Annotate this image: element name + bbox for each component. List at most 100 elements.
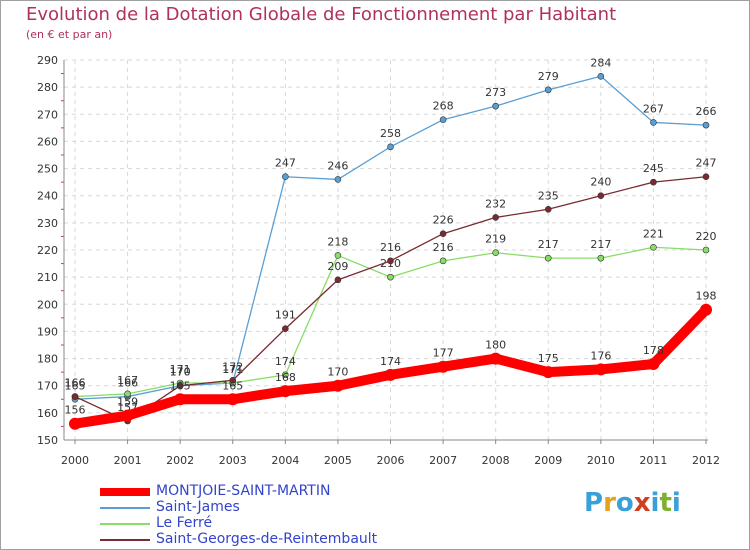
data-label: 165 bbox=[222, 379, 243, 392]
series-point-0 bbox=[279, 385, 292, 398]
legend-label: MONTJOIE-SAINT-MARTIN bbox=[156, 483, 331, 499]
data-label: 247 bbox=[696, 157, 717, 170]
data-label: 166 bbox=[65, 377, 86, 390]
data-label: 232 bbox=[485, 197, 506, 210]
series-point-1 bbox=[282, 173, 289, 181]
series-point-2 bbox=[282, 371, 289, 379]
data-label: 267 bbox=[643, 102, 664, 115]
series-point-1 bbox=[597, 72, 605, 80]
data-label: 258 bbox=[380, 127, 401, 140]
logo-letter: x bbox=[633, 488, 651, 518]
chart-subtitle: (en € et par an) bbox=[26, 28, 113, 41]
y-tick-label: 190 bbox=[37, 325, 58, 338]
data-label: 166 bbox=[65, 377, 86, 390]
data-label: 170 bbox=[327, 366, 348, 379]
y-tick-label: 250 bbox=[37, 163, 58, 176]
legend-swatch bbox=[100, 539, 150, 541]
data-label: 266 bbox=[696, 105, 717, 118]
data-label: 175 bbox=[538, 352, 559, 365]
data-label: 165 bbox=[65, 379, 86, 392]
series-point-1 bbox=[387, 143, 394, 151]
data-label: 170 bbox=[170, 366, 191, 379]
series-point-3 bbox=[229, 376, 237, 384]
data-label: 171 bbox=[170, 363, 191, 376]
data-label: 273 bbox=[485, 86, 506, 99]
series-point-0 bbox=[121, 409, 134, 422]
series-point-1 bbox=[544, 86, 552, 94]
y-tick-label: 230 bbox=[37, 217, 58, 230]
series-point-0 bbox=[384, 368, 397, 381]
data-label: 245 bbox=[643, 162, 664, 175]
x-tick-label: 2012 bbox=[692, 454, 720, 467]
series-point-3 bbox=[387, 257, 394, 265]
y-tick-label: 150 bbox=[37, 434, 58, 447]
x-tick-label: 2010 bbox=[587, 454, 615, 467]
y-tick-label: 240 bbox=[37, 190, 58, 203]
data-label: 172 bbox=[222, 360, 243, 373]
series-point-3 bbox=[334, 276, 342, 284]
data-label: 176 bbox=[590, 349, 611, 362]
data-label: 177 bbox=[433, 347, 454, 360]
data-label: 218 bbox=[327, 235, 348, 248]
x-tick-label: 2005 bbox=[324, 454, 352, 467]
series-point-1 bbox=[492, 102, 499, 110]
data-label: 235 bbox=[538, 189, 559, 202]
x-tick-label: 2007 bbox=[429, 454, 457, 467]
data-label: 174 bbox=[380, 355, 401, 368]
data-label: 216 bbox=[380, 241, 401, 254]
data-label: 220 bbox=[696, 230, 717, 243]
data-label: 246 bbox=[327, 159, 348, 172]
x-tick-label: 2011 bbox=[639, 454, 667, 467]
data-label: 174 bbox=[275, 355, 296, 368]
series-point-0 bbox=[542, 366, 555, 379]
series-point-3 bbox=[492, 214, 499, 221]
x-tick-label: 2003 bbox=[219, 454, 247, 467]
x-tick-label: 2006 bbox=[377, 454, 405, 467]
y-tick-label: 280 bbox=[37, 81, 58, 94]
y-tick-label: 180 bbox=[37, 353, 58, 366]
series-point-3 bbox=[71, 393, 79, 400]
series-point-0 bbox=[437, 360, 450, 373]
x-tick-label: 2001 bbox=[114, 454, 142, 467]
y-tick-label: 200 bbox=[37, 298, 58, 311]
series-point-0 bbox=[647, 358, 660, 370]
y-tick-label: 210 bbox=[37, 271, 58, 284]
x-tick-label: 2004 bbox=[271, 454, 299, 467]
series-point-2 bbox=[650, 243, 657, 251]
series-point-3 bbox=[282, 325, 289, 333]
data-label: 284 bbox=[590, 56, 611, 69]
series-point-3 bbox=[544, 205, 552, 213]
data-label: 219 bbox=[485, 233, 506, 246]
series-point-2 bbox=[492, 249, 499, 257]
data-label: 180 bbox=[485, 339, 506, 352]
series-point-2 bbox=[702, 246, 710, 254]
series-point-2 bbox=[334, 252, 342, 259]
series-point-2 bbox=[439, 257, 447, 265]
legend-label: Saint-Georges-de-Reintembault bbox=[156, 531, 378, 547]
series-point-2 bbox=[124, 390, 131, 398]
series-point-3 bbox=[702, 173, 710, 181]
series-point-3 bbox=[597, 192, 605, 200]
data-label: 156 bbox=[65, 404, 86, 417]
x-tick-label: 2000 bbox=[61, 454, 89, 467]
y-tick-label: 170 bbox=[37, 380, 58, 393]
series-point-0 bbox=[226, 393, 239, 406]
logo-letter: P bbox=[584, 488, 604, 518]
x-tick-label: 2009 bbox=[534, 454, 562, 467]
logo-letter: i bbox=[650, 488, 660, 518]
x-tick-label: 2008 bbox=[482, 454, 510, 467]
series-point-1 bbox=[439, 116, 447, 124]
legend-swatch bbox=[100, 507, 150, 509]
data-label: 226 bbox=[433, 214, 454, 227]
series-point-0 bbox=[700, 303, 712, 316]
logo-letter: o bbox=[615, 488, 634, 518]
series-point-2 bbox=[597, 254, 605, 262]
series-point-1 bbox=[702, 121, 710, 129]
logo-letter: t bbox=[659, 488, 672, 518]
data-label: 217 bbox=[590, 238, 611, 251]
series-point-3 bbox=[650, 178, 657, 186]
proxiti-logo: Proxiti bbox=[584, 488, 681, 518]
data-label: 171 bbox=[222, 363, 243, 376]
